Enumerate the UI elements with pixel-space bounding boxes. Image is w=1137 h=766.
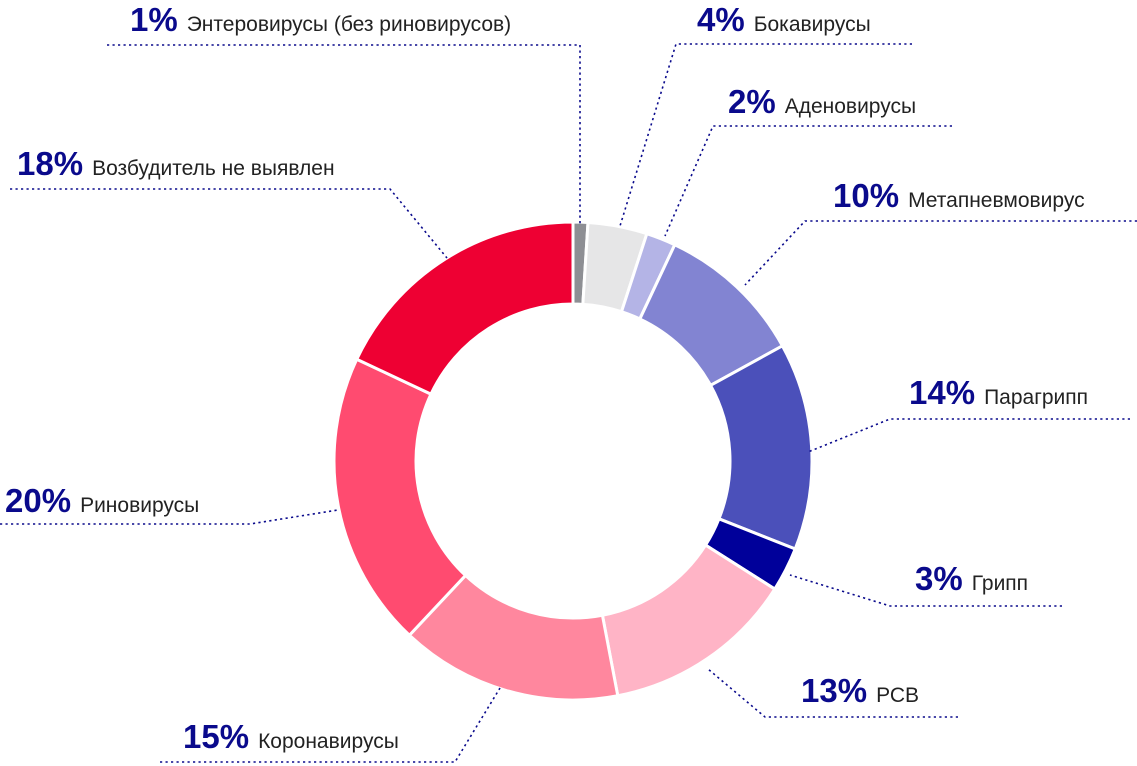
slice-percent: 3% xyxy=(915,560,963,597)
slice-percent: 14% xyxy=(909,374,975,411)
leader-lines xyxy=(0,43,1137,763)
slice-label-6: 3% Грипп xyxy=(915,560,1028,597)
slice-name: Энтеровирусы (без риновирусов) xyxy=(187,13,511,36)
slice-name: Риновирусы xyxy=(80,494,199,517)
slice-name: Метапневмовирус xyxy=(908,189,1085,212)
slice-name: Грипп xyxy=(972,572,1028,595)
slice-percent: 20% xyxy=(5,482,71,519)
slice-label-5: 14% Парагрипп xyxy=(909,374,1088,411)
slice-percent: 18% xyxy=(17,145,83,182)
slice-name: Парагрипп xyxy=(984,386,1088,409)
leader-line-9 xyxy=(0,509,339,525)
slice-label-10: 18% Возбудитель не выявлен xyxy=(17,145,335,182)
leader-line-5 xyxy=(807,418,1130,453)
slice-percent: 13% xyxy=(801,672,867,709)
slice-label-2: 4% Бокавирусы xyxy=(697,1,871,38)
leader-line-4 xyxy=(744,220,1137,286)
slice-label-9: 20% Риновирусы xyxy=(5,482,199,519)
slice-10 xyxy=(354,220,575,397)
slice-percent: 4% xyxy=(697,1,745,38)
leader-line-8 xyxy=(160,687,501,763)
slice-name: Возбудитель не выявлен xyxy=(92,157,335,180)
slice-name: Коронавирусы xyxy=(258,730,399,753)
slice-label-3: 2% Аденовирусы xyxy=(728,83,916,120)
leader-line-10 xyxy=(10,188,448,259)
slice-label-7: 13% РСВ xyxy=(801,672,919,709)
slice-percent: 1% xyxy=(130,1,178,38)
leader-line-1 xyxy=(107,44,581,224)
slice-name: Аденовирусы xyxy=(785,95,916,118)
slice-9 xyxy=(332,357,468,638)
slice-labels: 1% Энтеровирусы (без риновирусов) 4% Бокави… xyxy=(5,1,1088,755)
slice-percent: 10% xyxy=(833,177,899,214)
leader-line-3 xyxy=(664,125,952,237)
slice-label-4: 10% Метапневмовирус xyxy=(833,177,1085,214)
leader-line-7 xyxy=(707,668,958,718)
slice-5 xyxy=(708,343,814,551)
slice-percent: 15% xyxy=(183,718,249,755)
slice-percent: 2% xyxy=(728,83,776,120)
slice-name: РСВ xyxy=(876,684,919,707)
slice-name: Бокавирусы xyxy=(754,13,871,36)
slice-label-8: 15% Коронавирусы xyxy=(183,718,399,755)
leader-line-6 xyxy=(789,574,1062,607)
donut-slices xyxy=(332,220,814,702)
slice-label-1: 1% Энтеровирусы (без риновирусов) xyxy=(130,1,511,38)
leader-line-2 xyxy=(619,43,912,227)
